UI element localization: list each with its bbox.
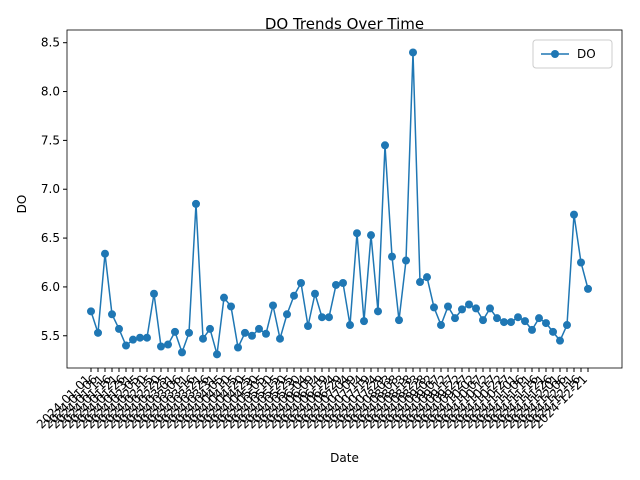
data-point [318, 313, 326, 322]
x-axis-label: Date [330, 451, 359, 465]
data-point [122, 341, 130, 350]
data-point [493, 314, 501, 323]
data-point [101, 249, 109, 258]
data-point [367, 231, 375, 240]
data-point [346, 321, 354, 330]
data-point [325, 313, 333, 322]
legend-box [532, 39, 613, 69]
data-point [164, 340, 172, 349]
data-point [269, 301, 277, 310]
data-point [577, 258, 585, 267]
data-point [311, 289, 319, 298]
data-point [192, 199, 200, 208]
data-point [444, 302, 452, 311]
y-tick-label: 7.5 [41, 133, 60, 147]
data-point [402, 256, 410, 265]
data-point [409, 48, 417, 57]
plot-frame [66, 29, 623, 369]
data-point [220, 293, 228, 302]
data-point [283, 310, 291, 319]
data-point [437, 321, 445, 330]
data-point [255, 324, 263, 333]
data-point [549, 327, 557, 336]
data-point [514, 313, 522, 322]
legend-marker [551, 50, 559, 58]
data-point [388, 252, 396, 261]
series-line [90, 52, 589, 355]
data-point [171, 327, 179, 336]
data-point [500, 318, 508, 327]
data-point [290, 291, 298, 300]
data-point [157, 342, 165, 351]
y-axis-label: DO [15, 195, 29, 214]
data-point [241, 328, 249, 337]
data-point [521, 317, 529, 326]
data-point [150, 289, 158, 298]
data-point [535, 314, 543, 323]
data-point [178, 348, 186, 357]
data-point [584, 284, 592, 293]
y-tick-label: 5.5 [41, 329, 60, 343]
data-point [339, 279, 347, 288]
data-point [486, 304, 494, 313]
data-point [416, 278, 424, 287]
chart-title: DO Trends Over Time [265, 15, 424, 33]
data-point [465, 300, 473, 309]
data-point [556, 336, 564, 345]
data-point [185, 328, 193, 337]
data-point [458, 305, 466, 314]
data-point [381, 141, 389, 150]
data-point [528, 325, 536, 334]
data-point [332, 280, 340, 289]
data-point [507, 318, 515, 327]
data-point [206, 324, 214, 333]
data-point [143, 333, 151, 342]
data-point [87, 307, 95, 316]
data-point [451, 314, 459, 323]
data-point [115, 324, 123, 333]
data-point [542, 319, 550, 328]
data-point [430, 303, 438, 312]
legend-label: DO [577, 47, 596, 61]
y-tick-label: 6.0 [41, 280, 60, 294]
data-point [227, 302, 235, 311]
data-point [479, 316, 487, 325]
data-point [304, 321, 312, 330]
y-tick-label: 8.5 [41, 36, 60, 50]
data-point [108, 310, 116, 319]
data-point [199, 334, 207, 343]
data-point [563, 321, 571, 330]
data-point [360, 317, 368, 326]
data-point [472, 304, 480, 313]
data-point [262, 329, 270, 338]
data-point [248, 331, 256, 340]
data-point [297, 279, 305, 288]
legend: DO [532, 39, 613, 69]
data-point [395, 316, 403, 325]
data-point [213, 350, 221, 359]
data-point [129, 335, 137, 344]
y-tick-label: 7.0 [41, 182, 60, 196]
data-point [94, 328, 102, 337]
y-tick-label: 6.5 [41, 231, 60, 245]
data-point [234, 343, 242, 352]
y-tick-label: 8.0 [41, 85, 60, 99]
data-point [276, 334, 284, 343]
data-point [136, 333, 144, 342]
data-point [423, 273, 431, 282]
data-point [374, 307, 382, 316]
data-point [570, 210, 578, 219]
data-point [353, 229, 361, 238]
